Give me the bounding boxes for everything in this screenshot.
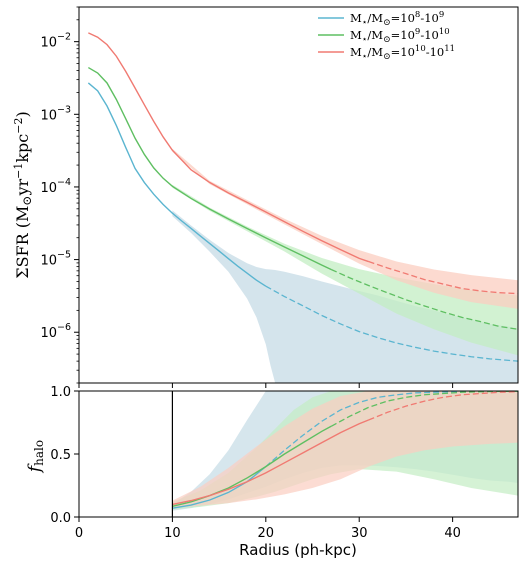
ylabel-sun: ⊙: [20, 196, 34, 206]
top-line-dashed-2: [330, 268, 518, 330]
bottom-line-dashed-2: [330, 391, 518, 427]
bottom-y-axis-label: fhalo: [25, 440, 46, 474]
bottom-x-tick-label-5: 40: [444, 526, 461, 541]
ylabel-kpc: kpc: [13, 134, 32, 163]
bottom-x-tick-label-1: 0: [75, 526, 83, 541]
bottom-line-solid-3: [172, 419, 369, 506]
legend-label-2: M⋆/M⊙=109-1010: [350, 27, 450, 45]
bottom-y-tick-label-3: 1.0: [50, 385, 71, 400]
bottom-band-3: [172, 391, 518, 509]
top-y-ticks: 10−2 10−3 10−4 10−5 10−6: [40, 6, 454, 388]
top-line-dashed-3: [368, 260, 518, 295]
bottom-x-tick-label-4: 30: [351, 526, 368, 541]
bottom-x-tick-label-2: 10: [164, 526, 181, 541]
bottom-line-dashed-3: [368, 391, 518, 421]
bottom-bands: [172, 391, 518, 511]
legend: M⋆/M⊙=108-109 M⋆/M⊙=109-1010 M⋆/M⊙=1010-…: [318, 10, 455, 62]
top-bands: [172, 148, 518, 383]
top-band-3: [172, 148, 518, 309]
ylabel-close: ): [13, 111, 32, 117]
top-y-tick-label-4: 10−5: [40, 250, 71, 269]
ylabel-main: ΣSFR (M: [13, 206, 32, 279]
bottom-line-solid-1: [172, 466, 267, 509]
bottom-panel: 0 10 20 30 40 0.0 0.5 1.0 fhalo Radius (ph-kpc): [25, 385, 519, 559]
top-band-2: [172, 184, 518, 356]
top-lines: [87, 32, 518, 362]
top-y-tick-label-3: 10−4: [40, 177, 71, 196]
bottom-y-tick-label-1: 0.0: [50, 511, 71, 526]
x-axis-label: Radius (ph-kpc): [239, 541, 357, 559]
legend-label-3: M⋆/M⊙=1010-1011: [350, 44, 455, 62]
legend-label-1: M⋆/M⊙=108-109: [350, 10, 444, 28]
top-y-tick-label-1: 10−2: [40, 32, 71, 51]
ylabel-exp1: −1: [12, 163, 25, 179]
top-y-tick-label-2: 10−3: [40, 104, 71, 123]
bottom-y-tick-label-2: 0.5: [50, 448, 71, 463]
ylabel-exp2: −2: [12, 118, 25, 134]
top-line-solid-3: [88, 32, 369, 263]
bottom-ticks: 0 10 20 30 40 0.0 0.5 1.0: [50, 385, 461, 541]
top-y-tick-label-5: 10−6: [40, 322, 71, 341]
top-panel-frame: [78, 6, 519, 384]
top-line-solid-2: [87, 66, 332, 271]
top-y-axis-label: ΣSFR (M⊙yr−1kpc−2): [12, 111, 34, 278]
top-line-solid-1: [87, 82, 267, 287]
ylabel-yr: yr: [13, 179, 32, 197]
top-line-dashed-1: [265, 285, 518, 362]
fhalo-sub: halo: [32, 440, 46, 466]
top-band-1: [172, 210, 518, 383]
fhalo-f: f: [25, 463, 45, 474]
top-panel: 10−210−310−410−510−6 ΣSFR (M⊙yr−1kpc−2) …: [12, 6, 519, 388]
bottom-x-tick-label-3: 20: [258, 526, 275, 541]
